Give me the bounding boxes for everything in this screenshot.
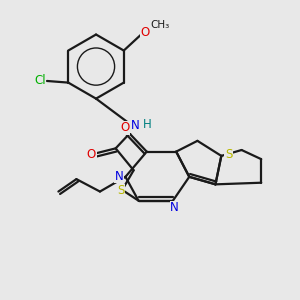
Text: CH₃: CH₃ — [151, 20, 170, 30]
Text: O: O — [87, 148, 96, 161]
Text: N: N — [115, 170, 123, 183]
Text: O: O — [120, 121, 129, 134]
Text: O: O — [140, 26, 150, 39]
Text: S: S — [118, 184, 125, 197]
Text: S: S — [225, 148, 232, 161]
Text: N: N — [131, 119, 140, 132]
Text: Cl: Cl — [34, 74, 46, 87]
Text: N: N — [170, 201, 179, 214]
Text: H: H — [143, 118, 152, 131]
